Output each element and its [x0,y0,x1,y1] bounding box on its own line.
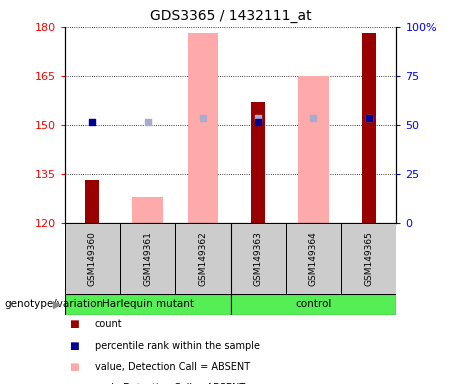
Text: ▶: ▶ [53,299,61,310]
Text: GSM149362: GSM149362 [198,231,207,286]
Bar [85,180,99,223]
Text: GSM149363: GSM149363 [254,231,263,286]
Text: count: count [95,319,122,329]
Bar [65,294,230,315]
Point [199,115,207,121]
Point [254,115,262,121]
Text: ■: ■ [69,341,79,351]
Bar [251,102,265,223]
Bar [65,223,120,294]
Text: value, Detection Call = ABSENT: value, Detection Call = ABSENT [95,362,249,372]
Title: GDS3365 / 1432111_at: GDS3365 / 1432111_at [150,9,311,23]
Bar [286,223,341,294]
Bar [341,223,396,294]
Text: ■: ■ [69,362,79,372]
Text: ■: ■ [69,319,79,329]
Text: GSM149365: GSM149365 [364,231,373,286]
Point [365,115,372,121]
Point [365,115,372,121]
Bar [230,223,286,294]
Point [89,119,96,125]
Text: GSM149360: GSM149360 [88,231,97,286]
Text: control: control [296,299,331,310]
Text: GSM149364: GSM149364 [309,231,318,286]
Bar [188,33,218,223]
Point [144,119,151,125]
Text: genotype/variation: genotype/variation [5,299,104,310]
Text: rank, Detection Call = ABSENT: rank, Detection Call = ABSENT [95,383,245,384]
Bar [298,76,329,223]
Bar [175,223,230,294]
Text: percentile rank within the sample: percentile rank within the sample [95,341,260,351]
Text: GSM149361: GSM149361 [143,231,152,286]
Text: Harlequin mutant: Harlequin mutant [101,299,194,310]
Bar [120,223,175,294]
Bar [230,294,396,315]
Text: ■: ■ [69,383,79,384]
Point [310,115,317,121]
Bar [132,197,163,223]
Bar [362,33,376,223]
Point [254,119,262,125]
